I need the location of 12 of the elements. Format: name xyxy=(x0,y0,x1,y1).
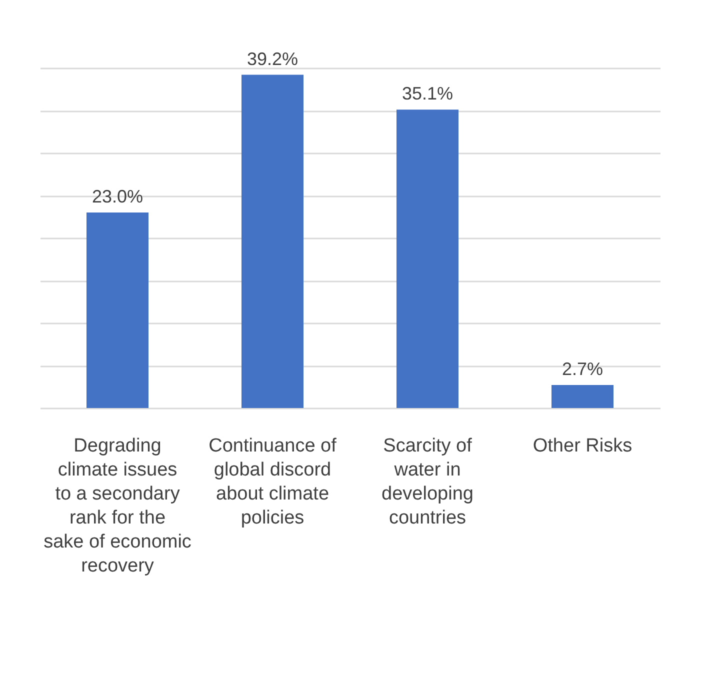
data-label: 35.1% xyxy=(402,84,454,104)
x-tick-label: Other Risks xyxy=(532,436,632,456)
x-tick-label: Degrading climate issues to a secondary rank for the sake of economic recovery xyxy=(44,436,192,576)
x-tick-label: Scarcity of water in developing countries xyxy=(382,436,474,528)
x-tick-label: Continuance of global discord about climate policies xyxy=(208,436,338,528)
bar xyxy=(242,74,304,408)
bar xyxy=(396,110,458,408)
data-label: 2.7% xyxy=(562,359,604,380)
data-label: 39.2% xyxy=(246,48,298,69)
data-label: 23.0% xyxy=(92,186,144,206)
bar xyxy=(86,212,148,408)
bar xyxy=(552,385,614,408)
